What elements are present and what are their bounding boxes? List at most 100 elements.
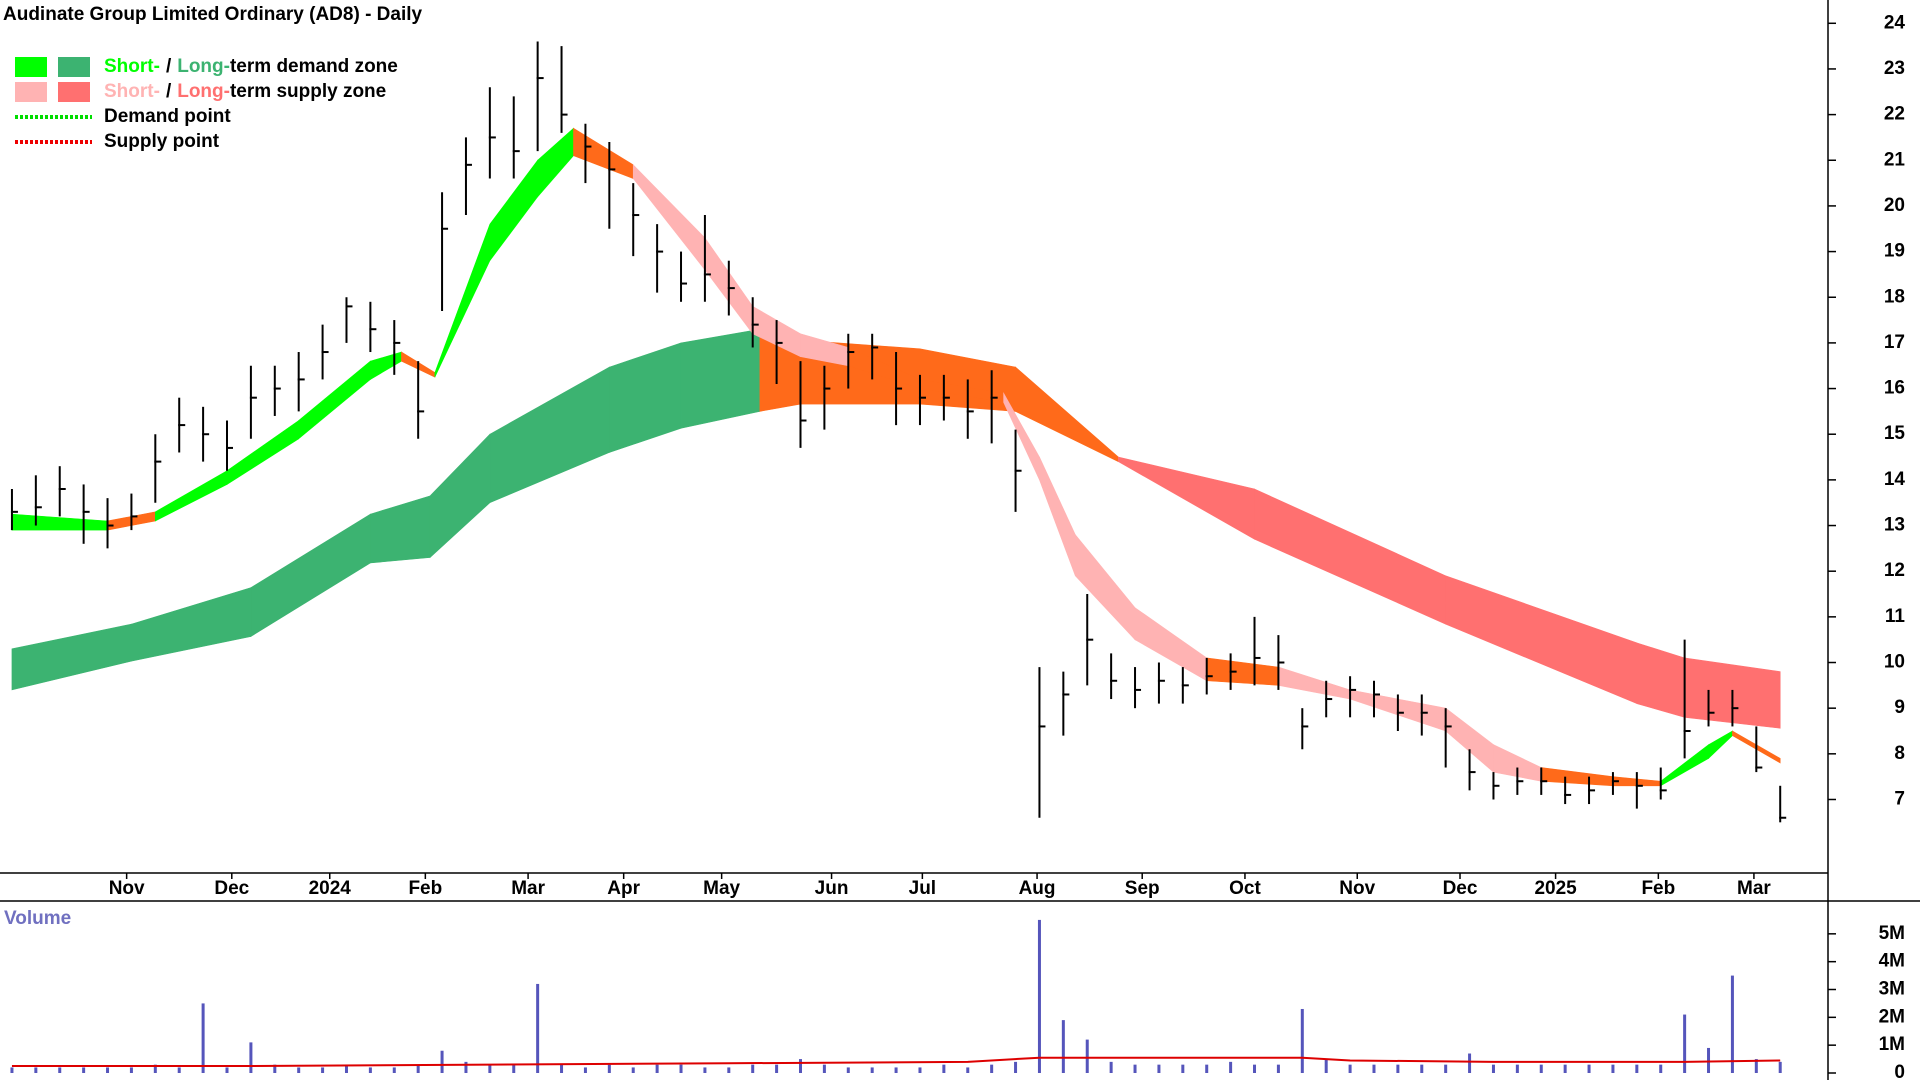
volume-bar	[225, 1067, 229, 1073]
zone-segment	[537, 127, 574, 198]
volume-bar	[822, 1064, 826, 1073]
y-tick-label: 15	[1884, 423, 1906, 444]
zones	[11, 127, 1781, 787]
volume-bar	[512, 1064, 516, 1073]
x-tick-label: Feb	[408, 878, 442, 899]
volume-tick-label: 3M	[1879, 979, 1905, 1000]
volume-tick-label: 1M	[1879, 1034, 1905, 1055]
volume-bar	[1109, 1061, 1113, 1073]
volume-bar	[1324, 1059, 1328, 1073]
x-tick-label: Dec	[214, 878, 249, 899]
volume-bar	[82, 1067, 86, 1073]
volume-bar	[1563, 1064, 1567, 1073]
volume-bar	[918, 1067, 922, 1073]
volume-bar	[201, 1003, 205, 1073]
zone-segment	[1118, 456, 1255, 540]
y-tick-label: 14	[1884, 469, 1906, 490]
volume-bar	[1205, 1064, 1209, 1073]
volume-bar	[1659, 1064, 1663, 1073]
volume-bar	[727, 1067, 731, 1073]
volume-bar	[1372, 1064, 1376, 1073]
y-tick-label: 9	[1894, 697, 1905, 718]
volume-bar	[1037, 919, 1041, 1073]
x-tick-label: Nov	[1339, 878, 1375, 899]
volume-bar	[560, 1064, 564, 1073]
volume-bar	[1061, 1020, 1065, 1073]
y-tick-label: 16	[1884, 378, 1905, 399]
legend-sep: /	[166, 81, 172, 102]
volume-bar	[870, 1067, 874, 1073]
zone-segment	[680, 328, 761, 429]
legend: Short- / Long-term demand zone Short- / Long-…	[15, 56, 398, 152]
zone-segment	[1074, 533, 1136, 641]
volume-bar	[1778, 1061, 1782, 1073]
volume-bar	[129, 1067, 133, 1073]
zone-segment	[1636, 642, 1685, 718]
zone-segment	[429, 433, 491, 559]
legend-swatch	[58, 57, 90, 77]
volume-bar	[153, 1064, 157, 1073]
zone-segment	[1445, 575, 1638, 705]
volume-bar	[1014, 1061, 1018, 1073]
x-tick-label: 2024	[309, 878, 352, 899]
zone-segment	[1206, 657, 1279, 686]
legend-rest: term demand zone	[230, 56, 398, 77]
volume-bar	[392, 1067, 396, 1073]
volume-bar	[1396, 1064, 1400, 1073]
volume-bar	[1635, 1064, 1639, 1073]
x-tick-label: Oct	[1229, 878, 1261, 899]
legend-short: Short-	[104, 56, 160, 77]
volume-bar	[1253, 1064, 1257, 1073]
zone-segment	[250, 513, 371, 638]
x-tick-label: Sep	[1125, 878, 1160, 899]
volume-bar	[106, 1067, 110, 1073]
chart-title: Audinate Group Limited Ordinary (AD8) - …	[3, 4, 423, 25]
y-tick-label: 19	[1884, 241, 1905, 262]
y-tick-label: 20	[1884, 195, 1905, 216]
legend-swatch	[15, 82, 47, 102]
y-tick-label: 18	[1884, 286, 1905, 307]
zone-segment	[1134, 607, 1208, 682]
volume-bar	[464, 1061, 468, 1073]
y-tick-label: 22	[1884, 104, 1905, 125]
volume-bar	[297, 1067, 301, 1073]
zone-segment	[1708, 730, 1733, 760]
volume-bar	[177, 1067, 181, 1073]
zone-segment	[11, 513, 108, 531]
y-tick-label: 12	[1884, 560, 1905, 581]
volume-bar	[798, 1059, 802, 1073]
volume-bar	[1300, 1008, 1304, 1073]
legend-rest: term supply zone	[230, 81, 386, 102]
volume-tick-label: 0	[1894, 1062, 1905, 1080]
volume-bar	[679, 1064, 683, 1073]
volume-bar	[583, 1067, 587, 1073]
zone-segment	[434, 224, 491, 378]
x-tick-label: Apr	[607, 878, 640, 899]
y-tick-label: 8	[1894, 743, 1905, 764]
volume-bar	[1683, 1014, 1687, 1073]
volume-bar	[10, 1067, 14, 1073]
zone-segment	[1540, 767, 1614, 787]
volume-bar	[1587, 1064, 1591, 1073]
volume-bar	[1707, 1047, 1711, 1073]
y-tick-label: 23	[1884, 58, 1905, 79]
x-tick-label: May	[703, 878, 740, 899]
x-tick-label: Jun	[815, 878, 849, 899]
volume-bar	[894, 1067, 898, 1073]
x-tick-label: Feb	[1641, 878, 1675, 899]
y-tick-label: 13	[1884, 515, 1905, 536]
x-tick-label: Nov	[109, 878, 145, 899]
legend-label: Short- / Long-term supply zone	[104, 81, 386, 102]
volume-bar	[273, 1064, 277, 1073]
volume-bar	[631, 1067, 635, 1073]
zone-segment	[632, 164, 706, 271]
volume-bar	[1468, 1053, 1472, 1073]
x-tick-label: Mar	[1737, 878, 1771, 899]
legend-long: Long-	[177, 81, 230, 102]
legend-sep: /	[166, 56, 172, 77]
volume-average	[11, 1056, 1781, 1068]
y-tick-label: 24	[1884, 12, 1906, 33]
